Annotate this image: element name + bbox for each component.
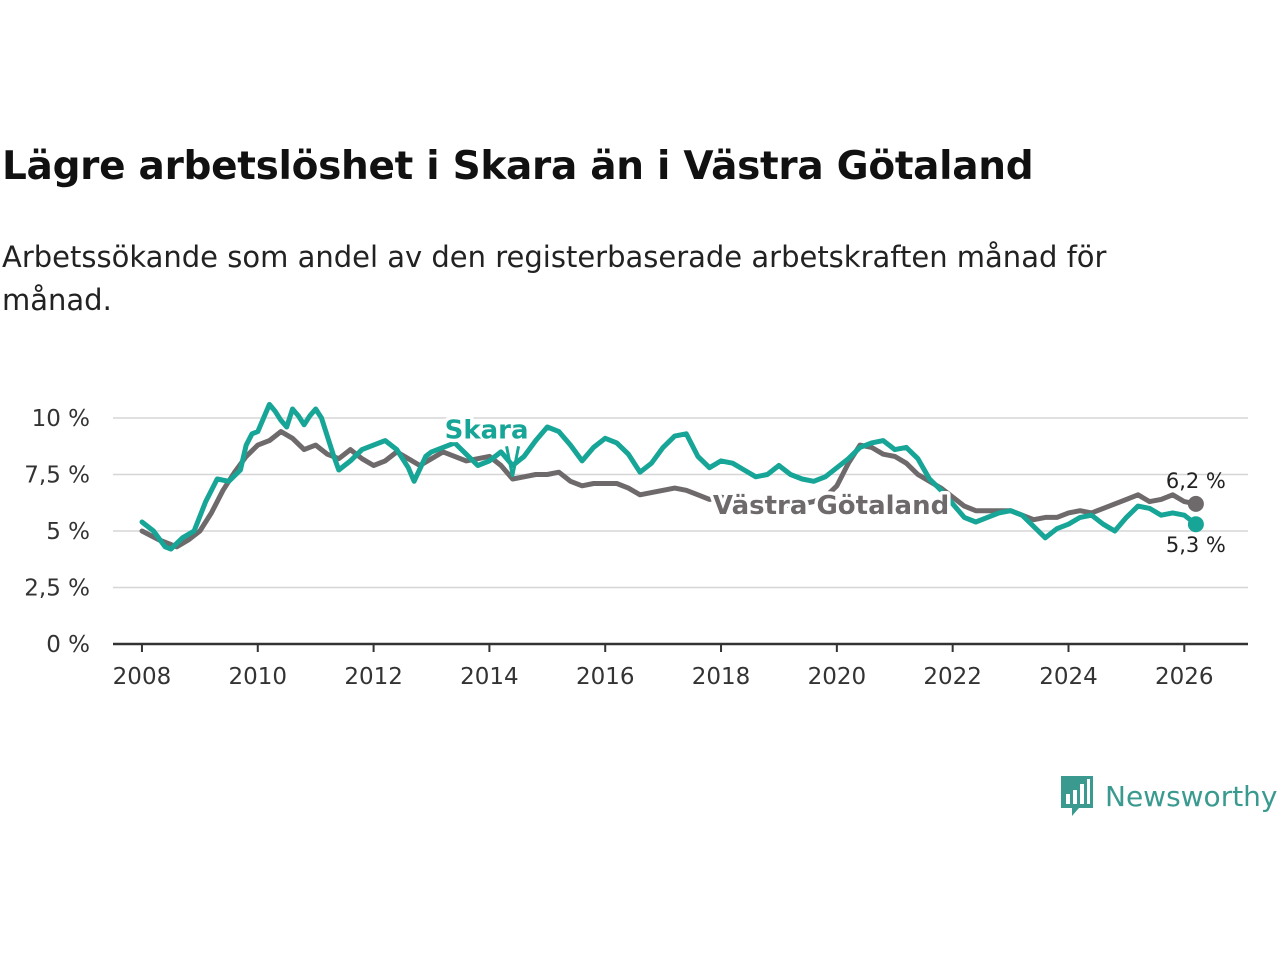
x-axis-ticks: 2008 2010 2012 2014 2016 2018 2020 2022 2024 2026 (113, 642, 1248, 690)
skara-end-value: 5,3 % (1166, 533, 1226, 557)
bar-chart-speech-bubble-icon (1061, 776, 1093, 816)
gridlines (113, 417, 1248, 589)
x-tick-label: 2024 (1039, 664, 1098, 690)
y-tick-label: 5 % (46, 519, 90, 545)
chart-subtitle: Arbetssökande som andel av den registerb… (2, 240, 1107, 317)
chart-title: Lägre arbetslöshet i Skara än i Västra G… (2, 144, 1034, 189)
x-tick-label: 2014 (460, 664, 519, 690)
y-tick-label: 0 % (46, 632, 90, 658)
x-tick-label: 2008 (113, 664, 172, 690)
skara-label-pointer (505, 446, 521, 478)
x-tick-label: 2020 (808, 664, 867, 690)
vastra-gotaland-series-label: Västra Götaland (713, 491, 949, 521)
brand-name: Newsworthy (1105, 779, 1278, 813)
series-labels: 6,2 % 5,3 % Skara Västra Götaland (441, 412, 1226, 557)
skara-end-dot (1187, 516, 1204, 533)
y-tick-label: 10 % (32, 406, 90, 432)
v-stra-g-taland-end-value: 6,2 % (1166, 469, 1226, 493)
x-tick-label: 2026 (1155, 664, 1214, 690)
skara-line (139, 401, 1199, 552)
newsworthy-logo: Newsworthy (1059, 774, 1278, 818)
line-chart: 0 % 2,5 % 5 % 7,5 % 10 % 2008 2010 2012 2014 201… (24, 401, 1248, 690)
skara-series-label: Skara (445, 415, 529, 445)
x-tick-label: 2010 (228, 664, 287, 690)
x-tick-label: 2016 (576, 664, 635, 690)
x-tick-label: 2022 (923, 664, 982, 690)
y-tick-label: 2,5 % (24, 576, 90, 602)
v-stra-g-taland-end-dot (1187, 495, 1204, 512)
y-tick-label: 7,5 % (24, 463, 90, 489)
x-tick-label: 2018 (692, 664, 751, 690)
y-axis-ticks: 0 % 2,5 % 5 % 7,5 % 10 % (24, 406, 90, 658)
x-tick-label: 2012 (344, 664, 403, 690)
series-lines (139, 401, 1204, 552)
